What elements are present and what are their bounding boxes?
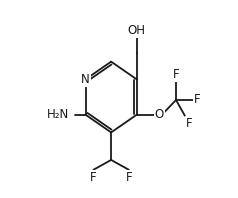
- Text: H₂N: H₂N: [47, 108, 69, 121]
- Text: F: F: [173, 68, 179, 81]
- Text: OH: OH: [128, 24, 146, 37]
- Text: F: F: [90, 171, 97, 184]
- Text: F: F: [125, 171, 132, 184]
- Text: F: F: [194, 93, 201, 107]
- Text: F: F: [186, 117, 193, 130]
- Text: N: N: [81, 73, 90, 86]
- Text: O: O: [155, 108, 164, 121]
